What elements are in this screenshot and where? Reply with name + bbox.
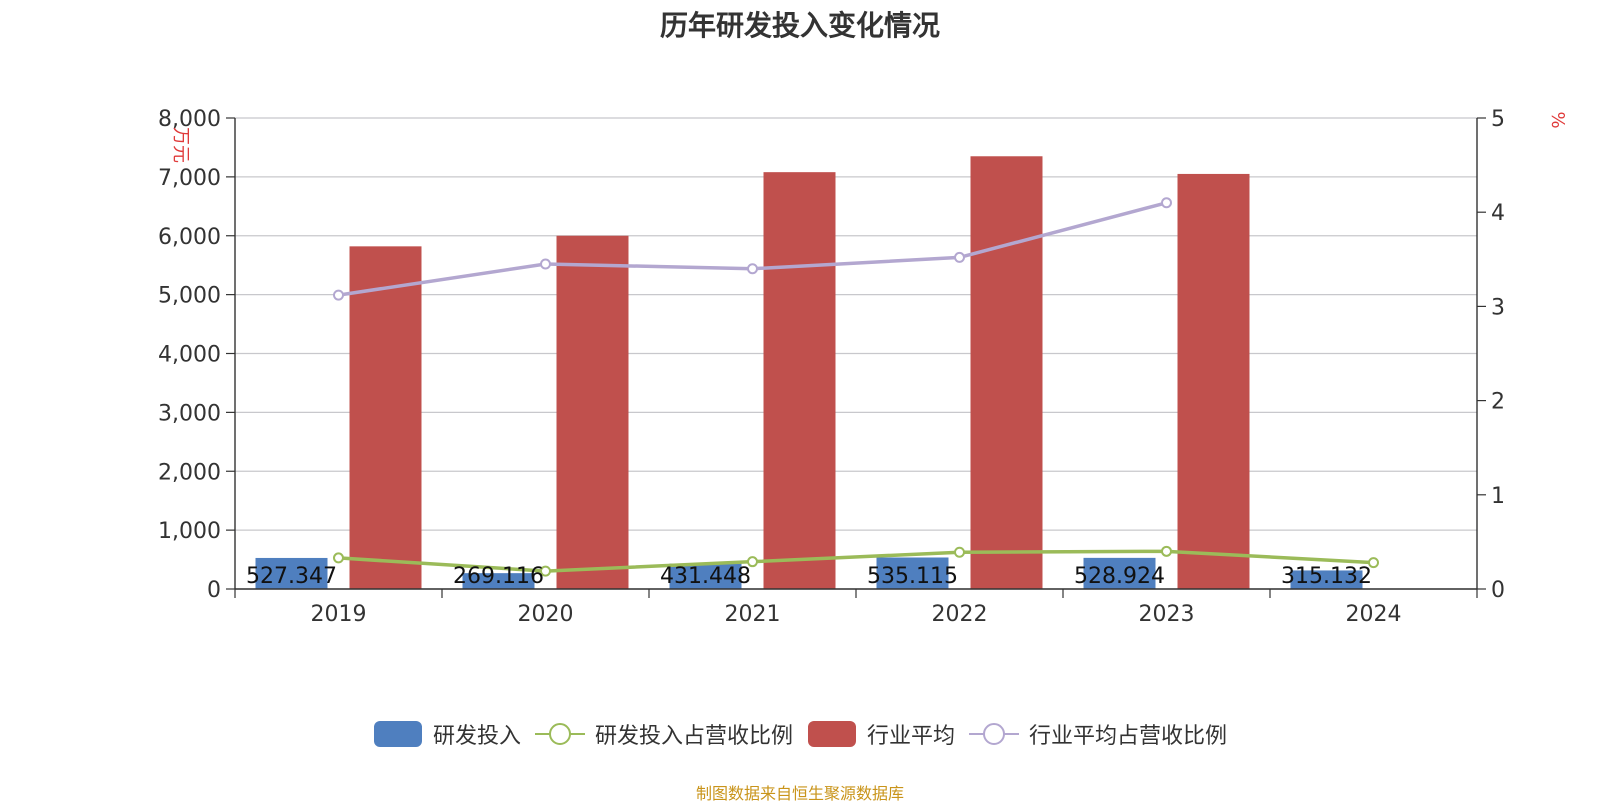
point-研发投入占营收比例 [747, 556, 758, 568]
x-tick-label: 2021 [725, 602, 781, 627]
legend-label: 行业平均占营收比例 [1029, 724, 1228, 749]
y-left-tick-label: 2,000 [158, 460, 221, 485]
data-label: 535.115 [867, 564, 958, 589]
y-left-tick-label: 4,000 [158, 343, 221, 368]
data-label: 431.448 [660, 564, 751, 589]
point-研发投入占营收比例 [333, 552, 344, 564]
legend-bar-swatch [808, 721, 856, 747]
y-right-tick-label: 2 [1491, 390, 1505, 415]
bar-行业平均 [970, 156, 1043, 590]
y-left-axis-label: 万元 [170, 127, 191, 163]
y-left-tick-label: 3,000 [158, 401, 221, 426]
point-研发投入占营收比例 [540, 565, 551, 577]
bar-研发投入 [255, 557, 328, 589]
point-研发投入占营收比例 [1368, 557, 1379, 569]
y-right-axis-label: % [1547, 111, 1568, 128]
point-行业平均占营收比例 [1161, 197, 1172, 209]
x-tick-label: 2022 [932, 602, 988, 627]
y-right-tick-label: 0 [1491, 578, 1505, 603]
bar-研发投入 [1290, 570, 1363, 589]
legend-item[interactable]: 行业平均占营收比例 [969, 718, 1227, 750]
y-left-tick-label: 8,000 [158, 107, 221, 132]
legend-item[interactable]: 研发投入 [373, 718, 521, 750]
x-tick-label: 2019 [311, 602, 367, 627]
x-tick-label: 2023 [1139, 602, 1195, 627]
bar-研发投入 [1083, 557, 1156, 589]
data-label: 528.924 [1074, 564, 1165, 589]
bar-行业平均 [349, 246, 422, 589]
point-行业平均占营收比例 [747, 263, 758, 275]
y-left-tick-label: 6,000 [158, 225, 221, 250]
y-left-tick-label: 5,000 [158, 284, 221, 309]
y-right-tick-label: 4 [1491, 201, 1505, 226]
line-研发投入占营收比例 [338, 549, 1374, 573]
legend-item[interactable]: 研发投入占营收比例 [534, 718, 793, 750]
y-left-tick-label: 7,000 [158, 166, 221, 191]
legend: 研发投入 研发投入占营收比例 行业平均 行业平均占营收比例 [0, 718, 1600, 750]
y-right-tick-label: 1 [1491, 484, 1505, 509]
chart-title: 历年研发投入变化情况 [659, 9, 940, 42]
point-研发投入占营收比例 [954, 546, 965, 558]
legend-label: 研发投入占营收比例 [594, 724, 793, 749]
x-tick-label: 2024 [1346, 602, 1402, 627]
bar-行业平均 [556, 235, 629, 589]
data-label: 315.132 [1281, 564, 1372, 589]
point-行业平均占营收比例 [954, 251, 965, 263]
bar-行业平均 [763, 172, 836, 590]
point-研发投入占营收比例 [1161, 545, 1172, 557]
legend-item[interactable]: 行业平均 [807, 718, 955, 750]
bar-研发投入 [669, 563, 742, 589]
y-left-tick-label: 0 [207, 578, 221, 603]
source-note: 制图数据来自恒生聚源数据库 [695, 784, 904, 803]
bar-行业平均 [1177, 173, 1250, 589]
legend-bar-swatch [373, 721, 422, 747]
data-label: 269.116 [453, 564, 544, 589]
y-left-tick-label: 1,000 [158, 519, 221, 544]
legend-label: 研发投入 [432, 724, 521, 749]
x-tick-label: 2020 [518, 602, 574, 627]
legend-line-swatch [534, 723, 585, 745]
point-行业平均占营收比例 [333, 289, 344, 301]
data-label: 527.347 [246, 564, 337, 589]
legend-line-swatch [969, 723, 1020, 745]
point-行业平均占营收比例 [540, 258, 551, 270]
legend-label: 行业平均 [867, 724, 956, 749]
bar-研发投入 [462, 573, 535, 589]
y-right-tick-label: 3 [1491, 295, 1505, 320]
y-right-tick-label: 5 [1491, 107, 1505, 132]
bar-研发投入 [876, 557, 949, 589]
